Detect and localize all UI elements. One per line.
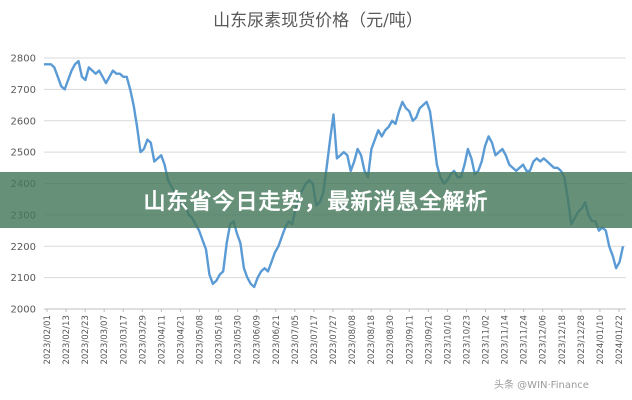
x-tick-label: 2023/12/28 xyxy=(577,315,587,365)
x-tick-label: 2023/11/14 xyxy=(501,315,511,365)
x-tick-label: 2023/08/18 xyxy=(367,315,377,365)
chart-title: 山东尿素现货价格（元/吨） xyxy=(213,11,423,31)
y-tick-label: 2500 xyxy=(11,148,36,159)
x-tick-label: 2023/02/23 xyxy=(81,315,91,365)
y-tick-label: 2000 xyxy=(11,305,36,316)
x-tick-label: 2023/11/02 xyxy=(482,315,492,365)
series-layer xyxy=(44,59,625,289)
x-tick-label: 2023/03/07 xyxy=(100,315,110,365)
y-tick-label: 2600 xyxy=(11,116,36,127)
watermark: 头条 @WIN·Finance xyxy=(494,380,589,391)
x-tick-label: 2023/07/17 xyxy=(310,315,320,365)
x-tick-label: 2023/12/18 xyxy=(558,315,568,365)
x-tick-label: 2023/05/08 xyxy=(196,315,206,365)
x-tick-label: 2023/09/11 xyxy=(405,315,415,365)
y-tick-label: 2700 xyxy=(11,85,36,96)
x-axis-ticks: 2023/02/01 2023/02/13 2023/02/23 2023/03/07… xyxy=(43,309,625,365)
x-tick-label: 2023/10/10 xyxy=(443,315,453,365)
x-tick-label: 2023/04/11 xyxy=(157,315,167,365)
x-tick-label: 2023/06/21 xyxy=(272,315,282,365)
x-tick-label: 2023/04/21 xyxy=(176,315,186,365)
x-tick-label: 2023/11/24 xyxy=(520,315,530,365)
price-series-line xyxy=(44,59,625,289)
x-tick-label: 2023/07/05 xyxy=(291,315,301,365)
x-tick-label: 2023/02/01 xyxy=(43,315,53,365)
headline-banner: 山东省今日走势，最新消息全解析 xyxy=(0,172,632,228)
x-tick-label: 2023/05/18 xyxy=(215,315,225,365)
x-tick-label: 2023/07/27 xyxy=(329,315,339,365)
x-tick-label: 2023/05/30 xyxy=(234,315,244,365)
x-tick-label: 2023/10/23 xyxy=(462,315,472,365)
x-tick-label: 2023/02/13 xyxy=(62,315,72,365)
x-tick-label: 2023/08/30 xyxy=(386,315,396,365)
x-tick-label: 2023/03/29 xyxy=(138,315,148,365)
x-tick-label: 2023/09/21 xyxy=(424,315,434,365)
headline-text: 山东省今日走势，最新消息全解析 xyxy=(143,190,489,215)
x-tick-label: 2023/08/08 xyxy=(348,315,358,365)
x-tick-label: 2023/06/09 xyxy=(253,315,263,365)
x-tick-label: 2023/12/06 xyxy=(539,315,549,365)
y-tick-label: 2800 xyxy=(11,54,36,65)
x-tick-label: 2024/01/22 xyxy=(615,315,625,365)
x-tick-label: 2023/03/17 xyxy=(119,315,129,365)
y-tick-label: 2100 xyxy=(11,273,36,284)
x-tick-label: 2024/01/10 xyxy=(596,315,606,365)
y-tick-label: 2200 xyxy=(11,242,36,253)
